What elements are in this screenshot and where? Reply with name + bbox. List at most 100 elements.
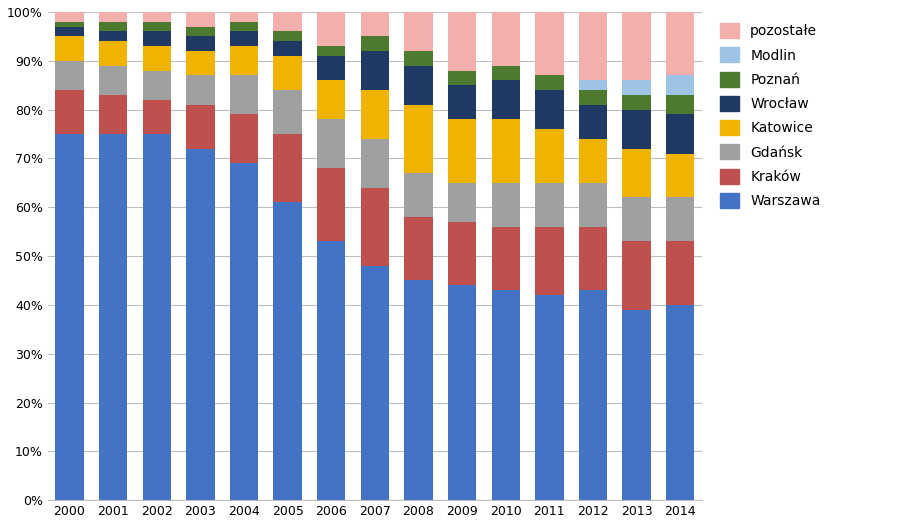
Bar	[361, 12, 389, 36]
Bar	[666, 197, 695, 242]
Bar	[99, 22, 127, 32]
Bar	[623, 149, 651, 197]
Bar	[361, 36, 389, 51]
Bar	[99, 66, 127, 95]
Bar	[361, 188, 389, 266]
Bar	[491, 290, 520, 500]
Bar	[579, 183, 608, 227]
Bar	[230, 32, 258, 46]
Bar	[55, 22, 84, 27]
Bar	[623, 110, 651, 149]
Bar	[317, 80, 346, 119]
Bar	[491, 183, 520, 227]
Bar	[491, 66, 520, 80]
Bar	[579, 227, 608, 290]
Bar	[491, 80, 520, 119]
Bar	[361, 90, 389, 139]
Bar	[491, 119, 520, 183]
Bar	[142, 46, 171, 70]
Bar	[230, 76, 258, 114]
Bar	[142, 134, 171, 500]
Bar	[55, 27, 84, 36]
Bar	[142, 100, 171, 134]
Bar	[186, 36, 214, 51]
Bar	[404, 66, 433, 104]
Bar	[274, 12, 302, 32]
Bar	[186, 104, 214, 149]
Bar	[55, 36, 84, 61]
Bar	[448, 119, 476, 183]
Bar	[579, 12, 608, 80]
Bar	[186, 76, 214, 104]
Bar	[55, 134, 84, 500]
Bar	[99, 95, 127, 134]
Bar	[666, 242, 695, 305]
Bar	[274, 41, 302, 56]
Bar	[230, 114, 258, 163]
Bar	[317, 242, 346, 500]
Bar	[623, 197, 651, 242]
Bar	[230, 163, 258, 500]
Bar	[579, 139, 608, 183]
Bar	[536, 227, 563, 295]
Bar	[666, 114, 695, 153]
Bar	[491, 227, 520, 290]
Bar	[623, 95, 651, 110]
Bar	[448, 286, 476, 500]
Bar	[274, 32, 302, 41]
Bar	[404, 280, 433, 500]
Bar	[317, 168, 346, 242]
Bar	[579, 104, 608, 139]
Bar	[536, 295, 563, 500]
Bar	[317, 46, 346, 56]
Bar	[142, 70, 171, 100]
Bar	[666, 12, 695, 76]
Bar	[55, 12, 84, 22]
Bar	[404, 12, 433, 51]
Bar	[317, 56, 346, 80]
Bar	[491, 12, 520, 66]
Bar	[404, 51, 433, 66]
Bar	[186, 149, 214, 500]
Bar	[99, 12, 127, 22]
Bar	[536, 76, 563, 90]
Bar	[55, 90, 84, 134]
Bar	[317, 12, 346, 46]
Bar	[317, 119, 346, 168]
Bar	[230, 12, 258, 22]
Bar	[448, 85, 476, 119]
Bar	[536, 183, 563, 227]
Bar	[274, 202, 302, 500]
Bar	[623, 80, 651, 95]
Bar	[448, 183, 476, 222]
Bar	[361, 266, 389, 500]
Bar	[99, 134, 127, 500]
Bar	[536, 90, 563, 129]
Bar	[448, 222, 476, 286]
Bar	[666, 153, 695, 197]
Bar	[274, 134, 302, 202]
Bar	[404, 104, 433, 173]
Bar	[666, 305, 695, 500]
Bar	[404, 173, 433, 217]
Bar	[361, 51, 389, 90]
Bar	[142, 12, 171, 22]
Bar	[579, 90, 608, 104]
Bar	[142, 22, 171, 32]
Bar	[55, 61, 84, 90]
Bar	[99, 32, 127, 41]
Legend: pozostałe, Modlin, Poznań, Wrocław, Katowice, Gdańsk, Kraków, Warszawa: pozostałe, Modlin, Poznań, Wrocław, Kato…	[716, 19, 824, 212]
Bar	[230, 22, 258, 32]
Bar	[186, 12, 214, 27]
Bar	[666, 95, 695, 114]
Bar	[448, 12, 476, 70]
Bar	[99, 41, 127, 66]
Bar	[230, 46, 258, 76]
Bar	[536, 129, 563, 183]
Bar	[404, 217, 433, 280]
Bar	[579, 290, 608, 500]
Bar	[623, 310, 651, 500]
Bar	[536, 12, 563, 76]
Bar	[142, 32, 171, 46]
Bar	[623, 242, 651, 310]
